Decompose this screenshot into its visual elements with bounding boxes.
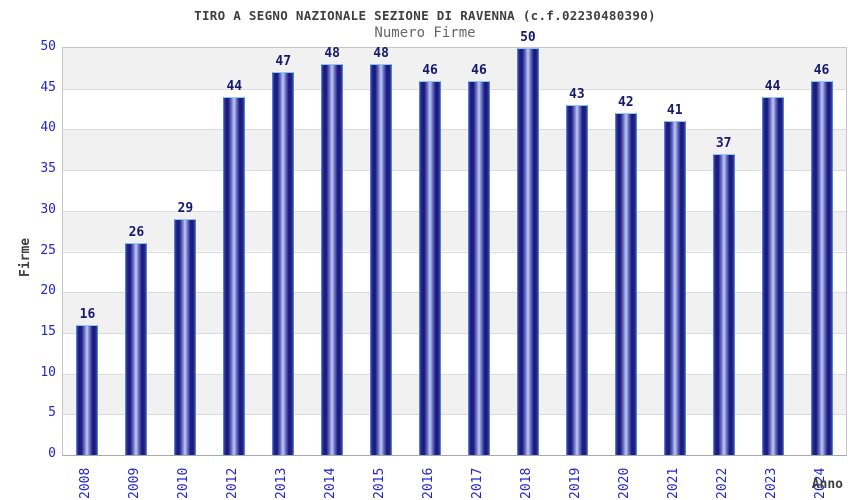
gridline: [63, 210, 846, 212]
bar-2009: [125, 243, 148, 455]
x-tick-label: 2015: [372, 467, 388, 499]
plot-area: 16 26 29 44 47 48 48 46 46 50 43 42 41 37 44 46: [62, 30, 847, 456]
bar-value-label: 29: [177, 200, 194, 216]
bar-2013: [272, 72, 295, 455]
bar-value-label: 44: [226, 78, 243, 94]
bar-value-label: 44: [764, 78, 781, 94]
y-tick-label: 35: [40, 161, 56, 177]
x-tick-label: 2022: [714, 467, 730, 499]
bar-2018: [516, 48, 539, 455]
gridline: [63, 332, 846, 334]
bar-value-label: 42: [617, 95, 634, 111]
y-tick-label: 15: [40, 323, 56, 339]
band: [63, 48, 846, 89]
x-tick-label: 2014: [323, 467, 339, 499]
gridline: [63, 251, 846, 253]
bar-2010: [174, 218, 197, 455]
gridline: [63, 170, 846, 172]
bar-2022: [712, 153, 735, 455]
x-tick-label: 2020: [616, 467, 632, 499]
bar-2023: [761, 96, 784, 455]
x-tick-label: 2021: [665, 467, 681, 499]
x-tick-label: 2023: [763, 467, 779, 499]
bar-2024: [810, 80, 833, 455]
x-tick-label: 2010: [176, 467, 192, 499]
bar-value-label: 50: [520, 30, 536, 45]
x-axis-label: Anno: [811, 477, 843, 492]
bar-2016: [419, 80, 442, 455]
bar-2020: [614, 113, 637, 455]
y-tick-label: 20: [40, 283, 56, 299]
bar-value-label: 48: [324, 46, 340, 62]
bar-value-label: 26: [128, 225, 145, 241]
bar-2012: [223, 96, 246, 455]
gridline: [63, 88, 846, 90]
bar-2017: [467, 80, 490, 455]
bar-value-label: 48: [373, 46, 389, 62]
bar-value-label: 37: [715, 135, 732, 151]
bar-value-label: 41: [666, 103, 683, 119]
bar-value-label: 43: [569, 86, 585, 102]
bar-value-label: 47: [275, 54, 292, 70]
band: [63, 88, 846, 130]
chart-title: TIRO A SEGNO NAZIONALE SEZIONE DI RAVENN…: [194, 8, 656, 23]
x-tick-label: 2017: [469, 467, 485, 499]
x-tick-label: 2019: [567, 467, 583, 499]
bar-2015: [370, 64, 393, 455]
y-tick-label: 10: [40, 364, 56, 380]
bar-value-label: 16: [79, 306, 96, 322]
bar-2014: [321, 64, 344, 455]
gridline: [63, 129, 846, 131]
gridline: [63, 373, 846, 375]
bar-2021: [663, 121, 686, 455]
x-tick-label: 2009: [127, 467, 143, 499]
bar-2008: [76, 324, 99, 455]
y-tick-label: 40: [40, 120, 56, 136]
x-tick-label: 2016: [421, 467, 437, 499]
y-tick-label: 50: [40, 39, 56, 54]
y-tick-label: 45: [40, 79, 56, 95]
bar-2019: [565, 104, 588, 455]
x-tick-label: 2013: [274, 467, 290, 499]
y-tick-label: 5: [48, 405, 56, 421]
gridline: [63, 414, 846, 416]
y-tick-label: 30: [40, 201, 56, 217]
chart-subtitle: Numero Firme: [374, 25, 476, 41]
x-tick-label: 2008: [78, 467, 94, 499]
gridline: [63, 292, 846, 294]
x-tick-label: 2018: [518, 467, 534, 499]
bar-value-label: 46: [422, 62, 438, 78]
y-tick-label: 25: [40, 242, 56, 258]
bar-value-label: 46: [471, 62, 487, 78]
x-tick-label: 2012: [225, 467, 241, 499]
bar-value-label: 46: [813, 62, 830, 78]
y-tick-label: 0: [48, 446, 56, 461]
